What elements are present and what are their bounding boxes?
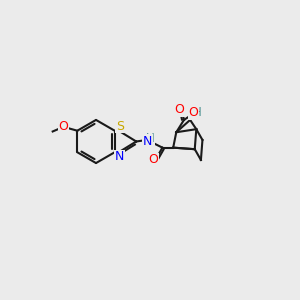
Text: O: O [188, 106, 198, 119]
Text: H: H [146, 132, 154, 145]
Text: O: O [58, 120, 68, 134]
Text: H: H [193, 106, 201, 119]
Text: O: O [148, 154, 158, 166]
Text: N: N [115, 150, 124, 164]
Text: O: O [174, 103, 184, 116]
Text: S: S [116, 120, 124, 133]
Text: N: N [143, 135, 152, 148]
